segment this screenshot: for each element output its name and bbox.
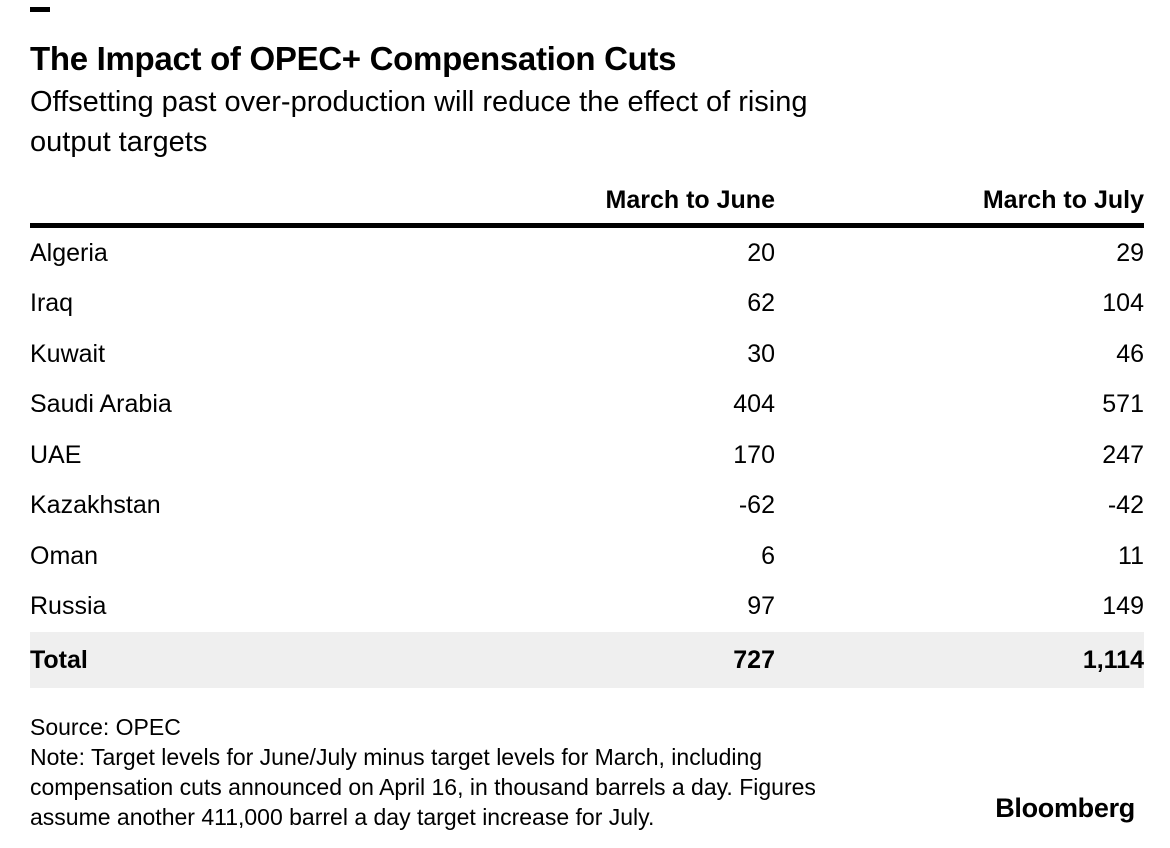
row-value-june: 404 — [733, 390, 775, 419]
source-line: Source: OPEC — [30, 714, 181, 740]
row-value-june: -62 — [738, 491, 775, 520]
row-label: Kuwait — [30, 339, 106, 368]
note-line: compensation cuts announced on April 16,… — [30, 774, 816, 800]
row-value-july: -42 — [1107, 491, 1144, 520]
bloomberg-logo: Bloomberg — [995, 793, 1135, 823]
row-value-july: 11 — [1118, 541, 1144, 570]
row-label: Saudi Arabia — [30, 390, 172, 419]
total-value-june: 727 — [733, 645, 775, 674]
row-value-july: 104 — [1102, 289, 1144, 318]
note-line: assume another 411,000 barrel a day targ… — [30, 804, 655, 830]
footer: Source: OPEC Note: Target levels for Jun… — [30, 712, 816, 832]
table-row: Kazakhstan -62 -42 — [30, 481, 1144, 532]
row-label: Iraq — [30, 289, 74, 318]
column-header-march-to-june: March to June — [605, 186, 775, 214]
row-label: Kazakhstan — [30, 491, 161, 520]
row-label: Algeria — [30, 238, 108, 267]
row-value-june: 6 — [761, 541, 775, 570]
row-value-june: 20 — [747, 238, 775, 267]
row-value-june: 170 — [733, 440, 775, 469]
table-row: Saudi Arabia 404 571 — [30, 380, 1144, 431]
page-title: The Impact of OPEC+ Compensation Cuts — [30, 40, 677, 77]
total-label: Total — [30, 645, 88, 674]
total-value-july: 1,114 — [1082, 645, 1144, 674]
row-value-july: 46 — [1116, 339, 1144, 368]
table-header-row: March to June March to July — [30, 186, 1144, 228]
row-value-july: 571 — [1102, 390, 1144, 419]
row-value-july: 29 — [1116, 238, 1144, 267]
table-body: Algeria 20 29 Iraq 62 104 Kuwait 30 46 S… — [30, 228, 1144, 632]
table-row: UAE 170 247 — [30, 430, 1144, 481]
note-line: Note: Target levels for June/July minus … — [30, 744, 763, 770]
top-accent-mark — [30, 7, 50, 12]
subtitle: Offsetting past over-production will red… — [30, 82, 808, 162]
row-value-july: 247 — [1102, 440, 1144, 469]
row-value-june: 30 — [747, 339, 775, 368]
table-row: Algeria 20 29 — [30, 228, 1144, 279]
table-row: Oman 6 11 — [30, 531, 1144, 582]
subtitle-line: output targets — [30, 126, 208, 158]
subtitle-line: Offsetting past over-production will red… — [30, 86, 808, 118]
row-label: UAE — [30, 440, 82, 469]
row-label: Oman — [30, 541, 99, 570]
row-label: Russia — [30, 592, 107, 621]
table-row: Russia 97 149 — [30, 582, 1144, 633]
column-header-march-to-july: March to July — [982, 186, 1144, 214]
table-row: Iraq 62 104 — [30, 279, 1144, 330]
row-value-june: 97 — [747, 592, 775, 621]
table-row: Kuwait 30 46 — [30, 329, 1144, 380]
row-value-july: 149 — [1102, 592, 1144, 621]
table-total-row: Total 727 1,114 — [30, 632, 1144, 688]
data-table: March to June March to July Algeria 20 2… — [30, 186, 1144, 688]
row-value-june: 62 — [747, 289, 775, 318]
